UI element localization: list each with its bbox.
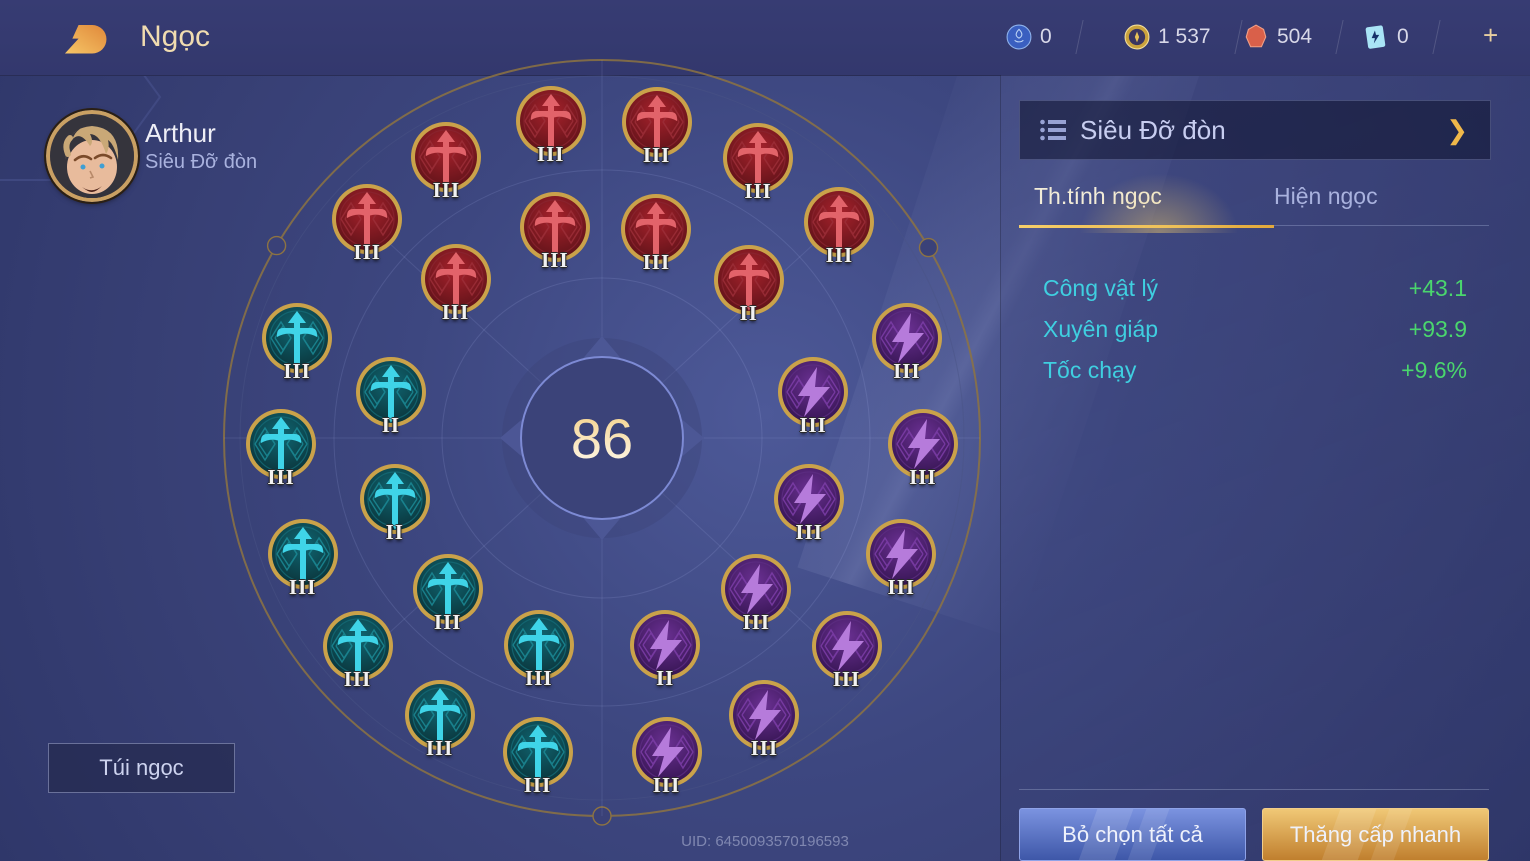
- svg-text:86: 86: [571, 407, 633, 470]
